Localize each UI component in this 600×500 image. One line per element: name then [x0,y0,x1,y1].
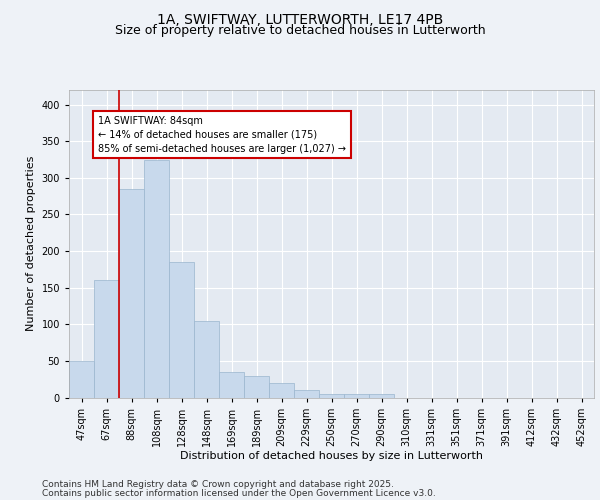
Text: 1A, SWIFTWAY, LUTTERWORTH, LE17 4PB: 1A, SWIFTWAY, LUTTERWORTH, LE17 4PB [157,12,443,26]
Bar [194,320,219,398]
Text: Contains HM Land Registry data © Crown copyright and database right 2025.: Contains HM Land Registry data © Crown c… [42,480,394,489]
Bar [319,394,344,398]
Bar [244,376,269,398]
Y-axis label: Number of detached properties: Number of detached properties [26,156,36,332]
Bar [119,189,144,398]
X-axis label: Distribution of detached houses by size in Lutterworth: Distribution of detached houses by size … [180,452,483,462]
Bar [269,383,294,398]
Bar [219,372,244,398]
Bar [69,361,94,398]
Bar [169,262,194,398]
Bar [94,280,119,398]
Text: Size of property relative to detached houses in Lutterworth: Size of property relative to detached ho… [115,24,485,37]
Bar [344,394,369,398]
Bar [144,160,169,398]
Bar [369,394,394,398]
Text: 1A SWIFTWAY: 84sqm
← 14% of detached houses are smaller (175)
85% of semi-detach: 1A SWIFTWAY: 84sqm ← 14% of detached hou… [98,116,346,154]
Bar [294,390,319,398]
Text: Contains public sector information licensed under the Open Government Licence v3: Contains public sector information licen… [42,488,436,498]
